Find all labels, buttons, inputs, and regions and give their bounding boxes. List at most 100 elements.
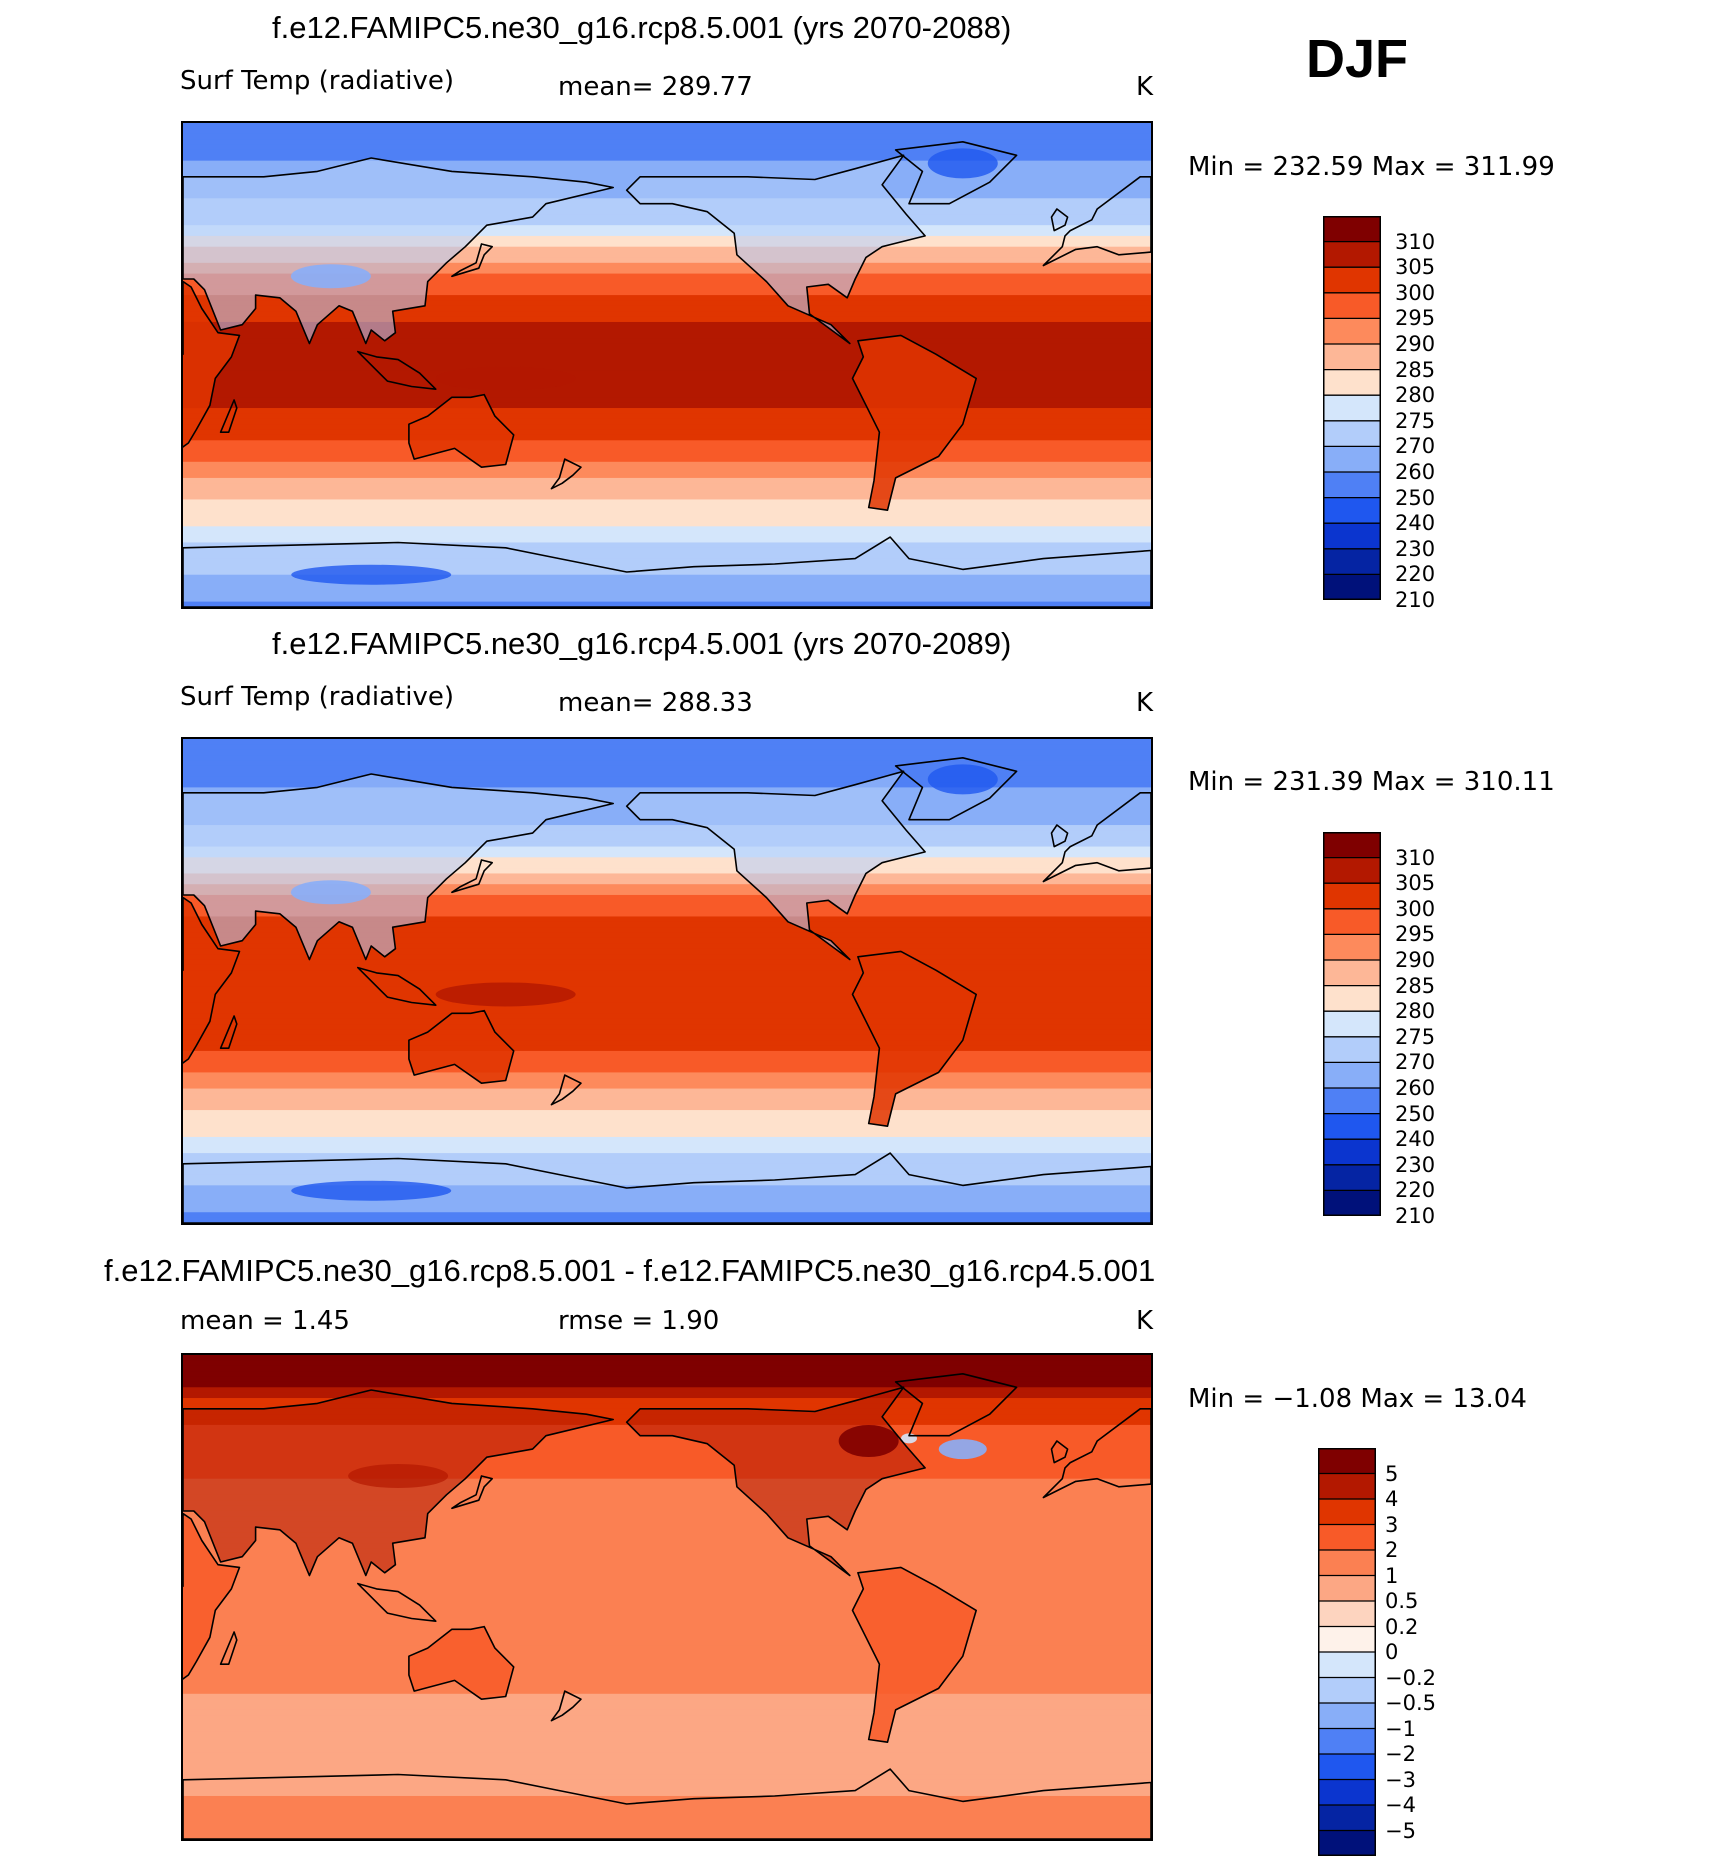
zonal-band <box>183 338 1151 345</box>
zonal-band <box>183 499 1151 506</box>
zonal-band <box>183 467 1151 474</box>
zonal-band <box>183 1435 1151 1442</box>
colorbar-frame <box>1318 1448 1376 1856</box>
coastline-uk <box>1050 824 1069 848</box>
colorbar-tick-label: −3 <box>1385 1767 1416 1792</box>
coastline-newZealand <box>550 458 582 490</box>
coastline-eurasia <box>183 1389 615 1577</box>
zonal-band <box>183 504 1151 511</box>
zonal-band <box>183 981 1151 987</box>
colorbar-tick-label: 310 <box>1395 229 1436 254</box>
colorbar-tick-label: 300 <box>1395 896 1436 921</box>
panel2-mean-label: mean= 288.33 <box>558 688 753 718</box>
zonal-band <box>183 1812 1151 1819</box>
land-southAmerica <box>852 335 977 511</box>
coastline-indonesia <box>357 350 437 391</box>
zonal-band <box>183 1537 1151 1544</box>
panel2-colorbar <box>1323 832 1381 1217</box>
zonal-band <box>183 434 1151 441</box>
zonal-band <box>183 1742 1151 1749</box>
season-label: DJF <box>1306 29 1409 89</box>
zonal-band <box>183 1795 1151 1802</box>
colorbar-box <box>1323 574 1381 601</box>
zonal-band <box>183 948 1151 955</box>
colorbar-box <box>1318 1728 1376 1755</box>
zonal-band <box>183 483 1151 490</box>
zonal-band <box>183 359 1151 366</box>
colorbar-tick-label: 285 <box>1395 357 1436 382</box>
coastline-europeWest <box>1042 175 1151 267</box>
colorbar-tick-label: 260 <box>1395 460 1436 484</box>
colorbar-box <box>1318 1703 1376 1729</box>
zonal-band <box>183 1163 1151 1170</box>
zonal-band <box>183 857 1151 864</box>
colorbar-box <box>1318 1473 1376 1500</box>
zonal-band <box>183 765 1151 772</box>
zonal-band <box>183 1666 1151 1673</box>
zonal-band <box>183 884 1151 891</box>
zonal-band <box>183 273 1151 280</box>
colorbar-box <box>1318 1601 1376 1627</box>
colorbar-box <box>1323 934 1381 961</box>
zonal-band <box>183 1018 1151 1025</box>
zonal-band <box>183 149 1151 156</box>
zonal-band <box>183 1672 1151 1679</box>
coastline-northAmerica <box>625 1386 926 1577</box>
zonal-band <box>183 1169 1151 1176</box>
coastline-greenland <box>894 140 1018 205</box>
colorbar-tick-label: 305 <box>1395 871 1436 896</box>
zonal-band <box>183 321 1151 328</box>
panel1-mean-label: mean= 289.77 <box>558 72 753 102</box>
colorbar-box <box>1323 318 1381 345</box>
colorbar-box <box>1323 883 1381 910</box>
coastline-australia <box>408 393 515 469</box>
zonal-band <box>183 1153 1151 1160</box>
zonal-band <box>183 155 1151 162</box>
zonal-band <box>183 375 1151 382</box>
panel1-variable-label: Surf Temp (radiative) <box>180 66 455 96</box>
zonal-band <box>183 515 1151 522</box>
zonal-band <box>183 1451 1151 1458</box>
zonal-band <box>183 1747 1151 1754</box>
zonal-band <box>183 959 1151 966</box>
zonal-band <box>183 760 1151 767</box>
zonal-band <box>183 268 1151 275</box>
zonal-band <box>183 1206 1151 1213</box>
panel2-minmax-label: Min = 231.39 Max = 310.11 <box>1188 767 1555 797</box>
coastline-indonesia <box>357 1582 437 1623</box>
colorbar-tick-label: 270 <box>1395 434 1436 459</box>
zonal-band <box>183 1387 1151 1394</box>
zonal-band <box>183 225 1151 232</box>
zonal-band <box>183 1365 1151 1372</box>
zonal-band <box>183 1618 1151 1625</box>
coastline-madagascar <box>219 1631 238 1666</box>
zonal-band <box>183 1136 1151 1143</box>
zonal-band <box>183 1392 1151 1399</box>
colorbar-tick-label: 290 <box>1395 332 1436 356</box>
zonal-band <box>183 1196 1151 1203</box>
panel1-units-label: K <box>1136 72 1154 102</box>
coastline-southAmerica <box>851 1566 978 1744</box>
zonal-band <box>183 1640 1151 1646</box>
zonal-band <box>183 1467 1151 1474</box>
zonal-band <box>183 1704 1151 1711</box>
zonal-band <box>183 1580 1151 1587</box>
colorbar-box <box>1318 1626 1376 1653</box>
zonal-band <box>183 1822 1151 1829</box>
zonal-band <box>183 133 1151 140</box>
zonal-band <box>183 1527 1151 1534</box>
zonal-band <box>183 580 1151 587</box>
zonal-band <box>183 1484 1151 1491</box>
zonal-band <box>183 1067 1151 1074</box>
zonal-band <box>183 954 1151 961</box>
zonal-band <box>183 230 1151 237</box>
zonal-band <box>183 440 1151 447</box>
land-eurasia <box>183 774 614 960</box>
colorbar-tick-label: 0.2 <box>1385 1614 1419 1639</box>
panel1-map-svg <box>183 123 1151 607</box>
colorbar-tick-label: 5 <box>1385 1461 1399 1486</box>
zonal-band <box>183 144 1151 151</box>
zonal-band <box>183 1494 1151 1501</box>
zonal-band <box>183 520 1151 527</box>
colorbar-tick-label: 2 <box>1385 1538 1399 1562</box>
